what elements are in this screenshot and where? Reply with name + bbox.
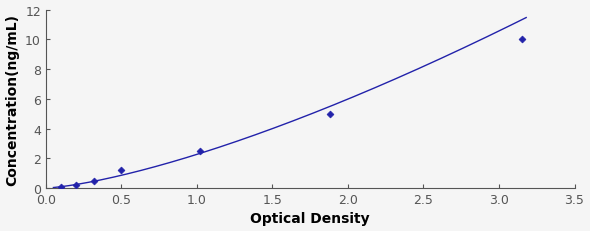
Y-axis label: Concentration(ng/mL): Concentration(ng/mL) [5,14,19,185]
X-axis label: Optical Density: Optical Density [250,212,370,225]
